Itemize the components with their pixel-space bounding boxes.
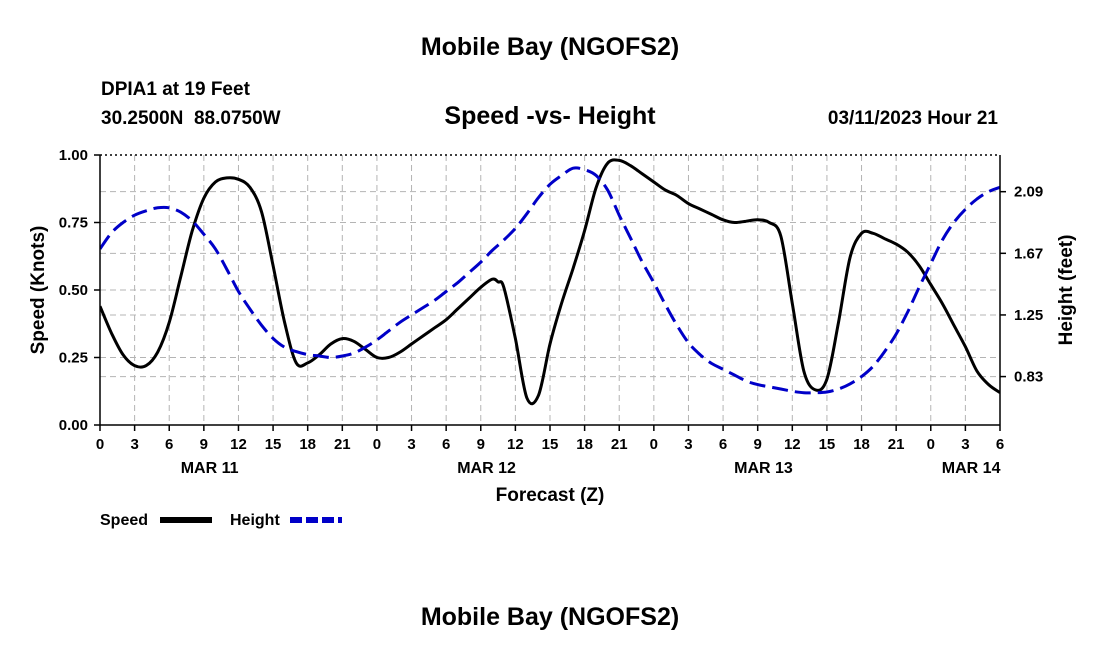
forecast-datetime: 03/11/2023 Hour 21 xyxy=(828,108,998,129)
height-series-line xyxy=(100,166,1000,395)
x-tick-label: 3 xyxy=(684,436,692,453)
station-label: DPIA1 at 19 Feet xyxy=(101,79,251,100)
legend-label-speed: Speed xyxy=(100,512,148,529)
page-title: Mobile Bay (NGOFS2) xyxy=(421,33,679,61)
legend-label-height: Height xyxy=(230,512,280,529)
x-tick-label: 18 xyxy=(853,436,870,453)
y-tick-label: 0.25 xyxy=(59,350,88,367)
x-tick-label: 9 xyxy=(200,436,208,453)
x-tick-label: 21 xyxy=(334,436,351,453)
x-tick-label: 9 xyxy=(754,436,762,453)
y-tick-label: 0.75 xyxy=(59,215,88,232)
footer-title: Mobile Bay (NGOFS2) xyxy=(421,603,679,631)
x-tick-label: 12 xyxy=(507,436,524,453)
y-axis-label: Speed (Knots) xyxy=(28,226,49,355)
x-tick-label: 6 xyxy=(719,436,727,453)
axis-ticks: 0 3 6 9 12 15 18 21 0 3 6 9 12 15 18 21 0 3 6 9 12 15 18 21 0 3 6 0… xyxy=(59,147,1043,477)
x-tick-label: 0 xyxy=(650,436,658,453)
y-tick-label: 0.00 xyxy=(59,417,88,434)
x-tick-label: 15 xyxy=(542,436,559,453)
day-label: MAR 13 xyxy=(734,460,793,477)
x-tick-label: 6 xyxy=(442,436,450,453)
x-tick-label: 12 xyxy=(230,436,247,453)
y2-axis-label: Height (feet) xyxy=(1056,235,1077,346)
chart-title: Speed -vs- Height xyxy=(444,102,656,130)
x-tick-label: 6 xyxy=(165,436,173,453)
x-tick-label: 6 xyxy=(996,436,1004,453)
day-label: MAR 11 xyxy=(181,460,239,477)
x-tick-label: 3 xyxy=(130,436,138,453)
day-label: MAR 12 xyxy=(457,460,516,477)
day-label: MAR 14 xyxy=(942,460,1001,477)
x-tick-label: 12 xyxy=(784,436,801,453)
y-tick-label: 0.50 xyxy=(59,282,88,299)
y2-tick-label: 2.09 xyxy=(1014,184,1043,201)
x-axis-label: Forecast (Z) xyxy=(496,485,605,506)
x-tick-label: 3 xyxy=(961,436,969,453)
x-tick-label: 21 xyxy=(888,436,905,453)
grid-lines xyxy=(100,155,1000,425)
x-tick-label: 0 xyxy=(373,436,381,453)
x-tick-label: 18 xyxy=(299,436,316,453)
x-tick-label: 9 xyxy=(477,436,485,453)
x-tick-label: 15 xyxy=(265,436,282,453)
x-tick-label: 3 xyxy=(407,436,415,453)
x-tick-label: 0 xyxy=(927,436,935,453)
x-tick-label: 21 xyxy=(611,436,628,453)
y2-tick-label: 0.83 xyxy=(1014,369,1043,386)
data-series xyxy=(100,158,1000,406)
y2-tick-label: 1.67 xyxy=(1014,245,1043,262)
x-tick-label: 18 xyxy=(576,436,593,453)
x-tick-label: 15 xyxy=(819,436,836,453)
y-tick-label: 1.00 xyxy=(59,147,88,164)
station-coordinates: 30.2500N 88.0750W xyxy=(101,108,281,129)
x-tick-label: 0 xyxy=(96,436,104,453)
y2-tick-label: 1.25 xyxy=(1014,307,1043,324)
speed-series-line xyxy=(100,158,1000,406)
legend: Speed Height xyxy=(100,512,342,529)
